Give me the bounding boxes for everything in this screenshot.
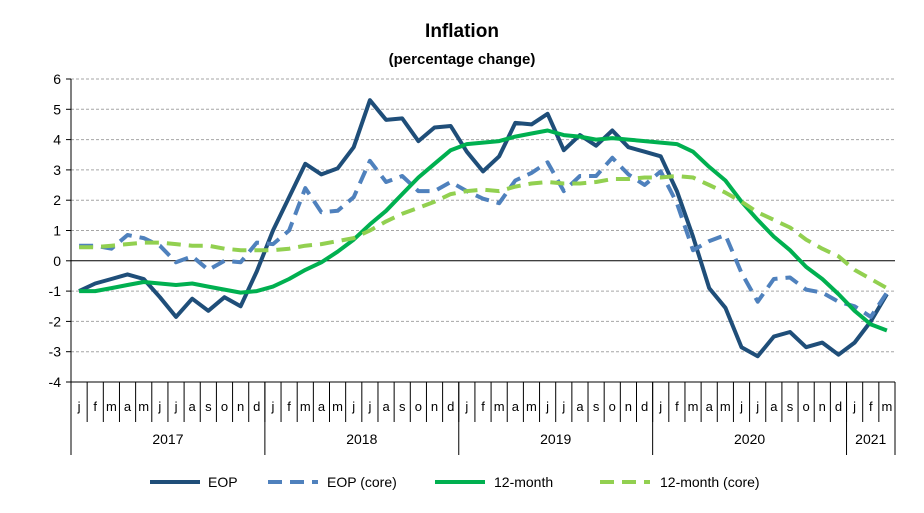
month-label: d	[447, 399, 454, 414]
y-tick-label: -2	[49, 313, 62, 329]
y-tick-label: 2	[53, 192, 61, 208]
series-line-eop-core	[79, 155, 889, 319]
month-label: n	[819, 399, 826, 414]
month-label: f	[869, 399, 873, 414]
series-line-12-month	[79, 128, 888, 333]
month-label: j	[174, 399, 178, 414]
month-label: j	[157, 399, 161, 414]
chart-title: Inflation	[425, 21, 499, 42]
y-tick-label: 6	[53, 71, 61, 87]
month-label: m	[138, 399, 149, 414]
month-label: s	[593, 399, 600, 414]
y-tick-label: 1	[53, 223, 61, 239]
y-tick-label: -3	[49, 344, 62, 360]
month-label: n	[237, 399, 244, 414]
chart-subtitle: (percentage change)	[389, 51, 536, 68]
month-label: n	[625, 399, 632, 414]
month-label: f	[287, 399, 291, 414]
month-label: o	[415, 399, 422, 414]
legend-label: 12-month	[494, 474, 553, 490]
axes: 6 5 4 3 2 1 0 -1 -2 -3 -4	[49, 71, 895, 390]
series-line-eop	[78, 98, 889, 359]
y-tick-label: 3	[53, 162, 61, 178]
y-tick-label: -4	[49, 374, 62, 390]
month-label: d	[641, 399, 648, 414]
month-label: a	[576, 399, 584, 414]
month-label: a	[770, 399, 778, 414]
month-label: a	[189, 399, 197, 414]
month-label: s	[787, 399, 794, 414]
month-label: j	[545, 399, 549, 414]
month-label: a	[706, 399, 714, 414]
month-label: a	[512, 399, 520, 414]
legend-label: EOP	[208, 474, 238, 490]
month-label: j	[561, 399, 565, 414]
year-label: 2017	[152, 431, 183, 447]
month-label: a	[124, 399, 132, 414]
year-label: 2019	[540, 431, 571, 447]
month-label: m	[332, 399, 343, 414]
month-label: m	[720, 399, 731, 414]
month-label: o	[221, 399, 228, 414]
month-label: m	[688, 399, 699, 414]
month-label: o	[803, 399, 810, 414]
month-label: j	[77, 399, 81, 414]
y-tick-label: 4	[53, 132, 61, 148]
series-line-12-month-core	[79, 174, 888, 290]
month-label: f	[93, 399, 97, 414]
year-label: 2020	[734, 431, 765, 447]
month-label: m	[881, 399, 892, 414]
month-label: d	[835, 399, 842, 414]
month-label: a	[318, 399, 326, 414]
month-label: j	[755, 399, 759, 414]
y-tick-label: 0	[53, 253, 61, 269]
legend: EOP EOP (core) 12-month 12-month (core)	[150, 474, 760, 490]
month-label: j	[351, 399, 355, 414]
y-tick-label: 5	[53, 101, 61, 117]
series-lines	[78, 98, 889, 359]
month-label: f	[675, 399, 679, 414]
month-label: j	[367, 399, 371, 414]
month-label: s	[399, 399, 406, 414]
month-label: s	[205, 399, 212, 414]
month-label: o	[609, 399, 616, 414]
month-label: j	[464, 399, 468, 414]
legend-label: EOP (core)	[327, 474, 397, 490]
month-label: m	[300, 399, 311, 414]
month-label: m	[526, 399, 537, 414]
month-label: m	[106, 399, 117, 414]
year-label: 2021	[855, 431, 886, 447]
month-label: j	[658, 399, 662, 414]
year-label: 2018	[346, 431, 377, 447]
month-label: j	[739, 399, 743, 414]
month-label: d	[253, 399, 260, 414]
legend-label: 12-month (core)	[660, 474, 760, 490]
month-label: a	[382, 399, 390, 414]
month-label: j	[852, 399, 856, 414]
month-label: f	[481, 399, 485, 414]
month-label: m	[494, 399, 505, 414]
y-tick-label: -1	[49, 283, 62, 299]
gridlines	[71, 78, 895, 353]
month-label: j	[271, 399, 275, 414]
month-label: n	[431, 399, 438, 414]
